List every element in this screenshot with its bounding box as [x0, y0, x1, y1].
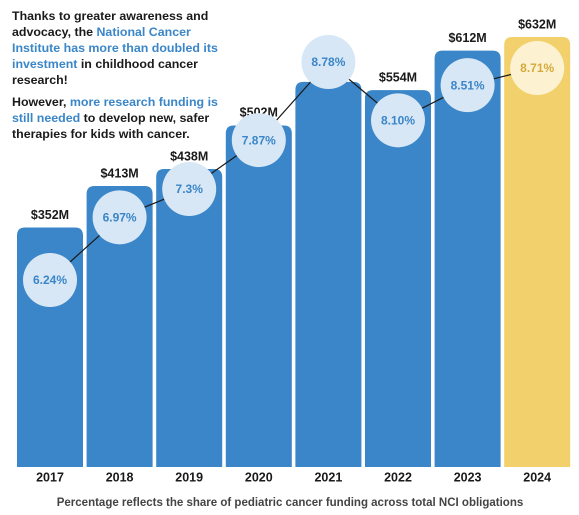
- percent-marker: [440, 58, 495, 113]
- percent-label: 7.87%: [242, 133, 276, 147]
- x-tick-label: 2020: [245, 470, 273, 484]
- x-tick-label: 2023: [454, 470, 482, 484]
- value-label: $554M: [379, 70, 417, 84]
- percent-label: 8.51%: [451, 78, 485, 92]
- annotation: Thanks to greater awareness and advocacy…: [12, 8, 230, 148]
- x-tick-label: 2024: [523, 470, 551, 484]
- footnote: Percentage reflects the share of pediatr…: [57, 497, 524, 509]
- annotation-paragraph: Thanks to greater awareness and advocacy…: [12, 8, 230, 88]
- value-label: $438M: [170, 149, 208, 163]
- percent-label: 6.24%: [33, 273, 67, 287]
- bar: [225, 125, 292, 467]
- percent-marker: [301, 35, 356, 89]
- text: to develop new, safer therapies for kids…: [12, 111, 210, 141]
- bar: [86, 186, 153, 467]
- text: However,: [12, 95, 70, 109]
- x-tick-label: 2017: [36, 470, 64, 484]
- percent-label: 8.78%: [311, 55, 345, 69]
- value-label: $413M: [100, 166, 138, 180]
- value-label: $612M: [448, 31, 486, 45]
- percent-marker: [23, 253, 77, 307]
- bars: [17, 37, 571, 468]
- percent-label: 8.10%: [381, 114, 415, 128]
- text: Thanks to greater awareness and advocacy…: [12, 9, 209, 39]
- percent-marker: [510, 41, 565, 96]
- bar: [295, 81, 362, 467]
- annotation-paragraph: However, more research funding is still …: [12, 94, 230, 142]
- bar: [504, 37, 571, 467]
- x-tick-label: 2021: [314, 470, 342, 484]
- value-label: $352M: [31, 208, 69, 222]
- percent-marker: [92, 190, 147, 245]
- value-label: $632M: [518, 17, 556, 31]
- x-tick-label: 2022: [384, 470, 412, 484]
- percent-label: 8.71%: [520, 61, 554, 75]
- x-tick-label: 2018: [106, 470, 134, 484]
- percent-label: 7.3%: [176, 182, 204, 196]
- percent-marker: [371, 93, 425, 148]
- highlight: National Cancer Institute has more than …: [12, 25, 218, 71]
- x-tick-label: 2019: [175, 470, 203, 484]
- bar: [156, 168, 223, 468]
- bar: [365, 90, 431, 468]
- percent-marker: [162, 162, 217, 217]
- percent-marker: [231, 113, 286, 168]
- text: in childhood cancer research!: [12, 57, 198, 87]
- percent-label: 6.97%: [103, 211, 137, 225]
- bar: [434, 50, 501, 467]
- highlight: more research funding is still needed: [12, 95, 218, 125]
